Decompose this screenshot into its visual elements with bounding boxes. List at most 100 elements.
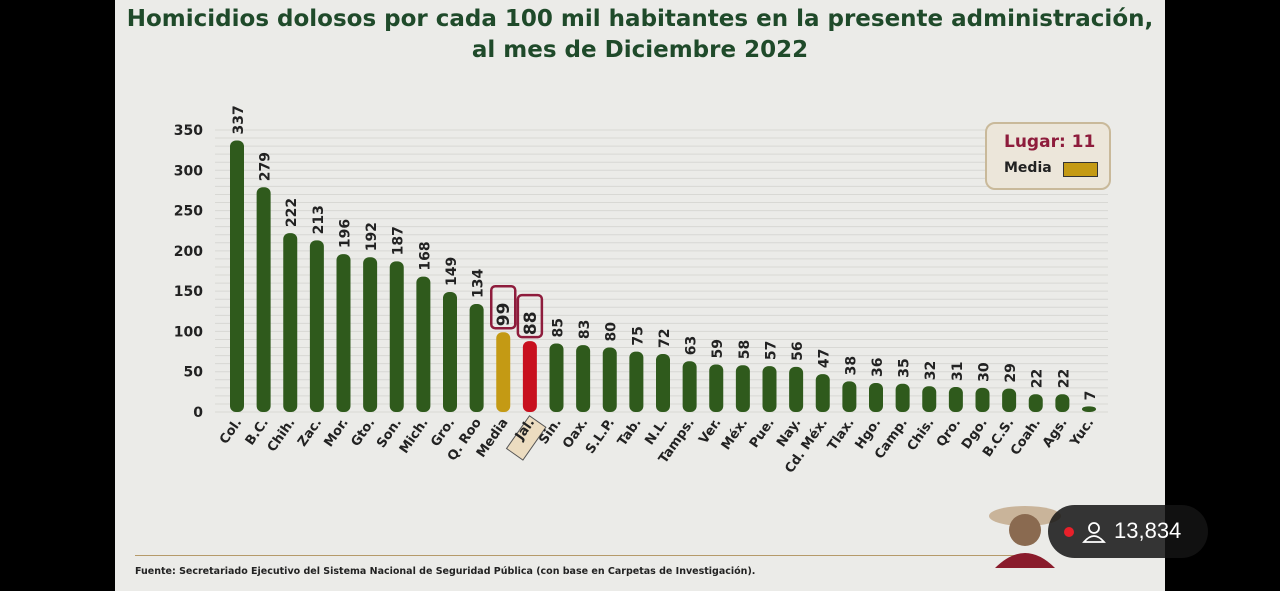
- y-tick-label: 200: [174, 244, 203, 260]
- source-note: Fuente: Secretariado Ejecutivo del Siste…: [135, 566, 756, 577]
- data-label: 56: [790, 341, 806, 360]
- bar: [230, 140, 244, 412]
- data-label: 22: [1056, 369, 1072, 388]
- bar: [895, 383, 910, 412]
- x-tick-label: Chih.: [265, 416, 299, 455]
- y-tick-label: 150: [174, 284, 203, 300]
- category-highlight-box: [505, 415, 547, 461]
- data-label: 22: [1030, 369, 1046, 388]
- y-tick-label: 300: [174, 163, 203, 179]
- villa-2023-logo: [985, 488, 1065, 568]
- footer-divider: [135, 555, 1015, 556]
- data-label: 29: [1003, 363, 1019, 382]
- bar: [948, 387, 963, 412]
- data-label: 80: [604, 322, 620, 342]
- bar: [922, 386, 937, 412]
- value-highlight-box: [490, 284, 517, 330]
- chart-title: Homicidios dolosos por cada 100 mil habi…: [126, 6, 1154, 63]
- bar: [656, 353, 670, 412]
- data-label: 47: [817, 349, 833, 368]
- bar: [762, 366, 777, 412]
- data-label: 192: [364, 222, 380, 251]
- data-label: 213: [311, 205, 327, 234]
- data-label: 187: [391, 226, 407, 255]
- data-label: 134: [471, 269, 487, 298]
- bar: [496, 332, 511, 412]
- data-label: 83: [577, 320, 593, 339]
- bar: [522, 341, 537, 412]
- x-tick-label: Gto.: [348, 416, 378, 450]
- data-label: 32: [923, 361, 939, 380]
- y-tick-label: 350: [174, 123, 203, 139]
- bar: [1055, 394, 1070, 412]
- bar: [576, 345, 591, 412]
- bar: [416, 276, 431, 412]
- data-label: 168: [417, 241, 433, 270]
- y-tick-label: 0: [193, 405, 203, 421]
- data-label: 31: [950, 362, 966, 381]
- bar: [709, 364, 724, 412]
- legend: Lugar: 11 Media: [985, 122, 1111, 190]
- bar: [443, 291, 457, 412]
- data-label: 85: [551, 318, 567, 337]
- bar: [336, 254, 351, 412]
- x-tick-label: Yuc.: [1067, 416, 1097, 450]
- bar: [815, 374, 830, 412]
- x-tick-label: Zac.: [295, 416, 325, 450]
- bar: [975, 387, 990, 412]
- x-tick-label: Méx.: [719, 416, 751, 453]
- bar: [682, 361, 697, 412]
- data-label: 222: [284, 198, 300, 227]
- data-label: 35: [897, 358, 913, 377]
- viewer-count: 13,834: [1114, 518, 1182, 543]
- value-highlight-box: [516, 293, 544, 339]
- data-label: 88: [521, 311, 541, 335]
- x-tick-label: Tlax.: [825, 416, 858, 454]
- y-tick-label: 250: [174, 204, 203, 220]
- x-tick-label: Mor.: [321, 416, 351, 450]
- bar: [256, 187, 271, 412]
- bar: [735, 365, 750, 412]
- legend-title: Lugar: 11: [1004, 132, 1096, 152]
- data-label: 38: [843, 356, 859, 375]
- bar: [842, 381, 857, 412]
- y-tick-label: 50: [184, 365, 204, 381]
- bar: [1002, 388, 1017, 412]
- bar: [1082, 406, 1096, 412]
- bar: [629, 351, 644, 412]
- legend-swatch: [1063, 162, 1098, 177]
- data-label: 75: [630, 326, 646, 345]
- x-tick-label: Chis.: [905, 416, 938, 454]
- bar: [283, 233, 298, 412]
- legend-entry: Media: [1004, 160, 1052, 176]
- data-label: 99: [494, 303, 514, 327]
- y-tick-label: 100: [174, 324, 203, 340]
- x-tick-label: Pue.: [747, 416, 778, 451]
- live-dot-icon: [1064, 527, 1074, 537]
- bar: [389, 261, 404, 412]
- data-label: 57: [764, 341, 780, 360]
- bar: [1028, 394, 1043, 412]
- bar: [363, 257, 378, 412]
- data-label: 30: [977, 362, 993, 382]
- x-tick-label: S.L.P.: [583, 416, 618, 457]
- bar: [309, 240, 324, 412]
- bar: [549, 343, 564, 412]
- data-label: 36: [870, 358, 886, 377]
- data-label: 58: [737, 340, 753, 359]
- data-label: 59: [710, 339, 726, 358]
- data-label: 149: [444, 257, 460, 286]
- data-label: 196: [338, 219, 354, 248]
- bar: [602, 347, 617, 412]
- bar: [789, 366, 804, 412]
- person-icon: [1082, 522, 1106, 543]
- data-label: 337: [231, 105, 247, 134]
- bar: [469, 304, 484, 412]
- x-tick-label: Tab.: [615, 416, 645, 449]
- data-label: 279: [258, 152, 274, 181]
- x-tick-label: Col.: [217, 416, 245, 447]
- x-tick-label: Mich.: [397, 416, 432, 457]
- data-label: 63: [684, 336, 700, 355]
- x-tick-label: Ags.: [1040, 416, 1071, 451]
